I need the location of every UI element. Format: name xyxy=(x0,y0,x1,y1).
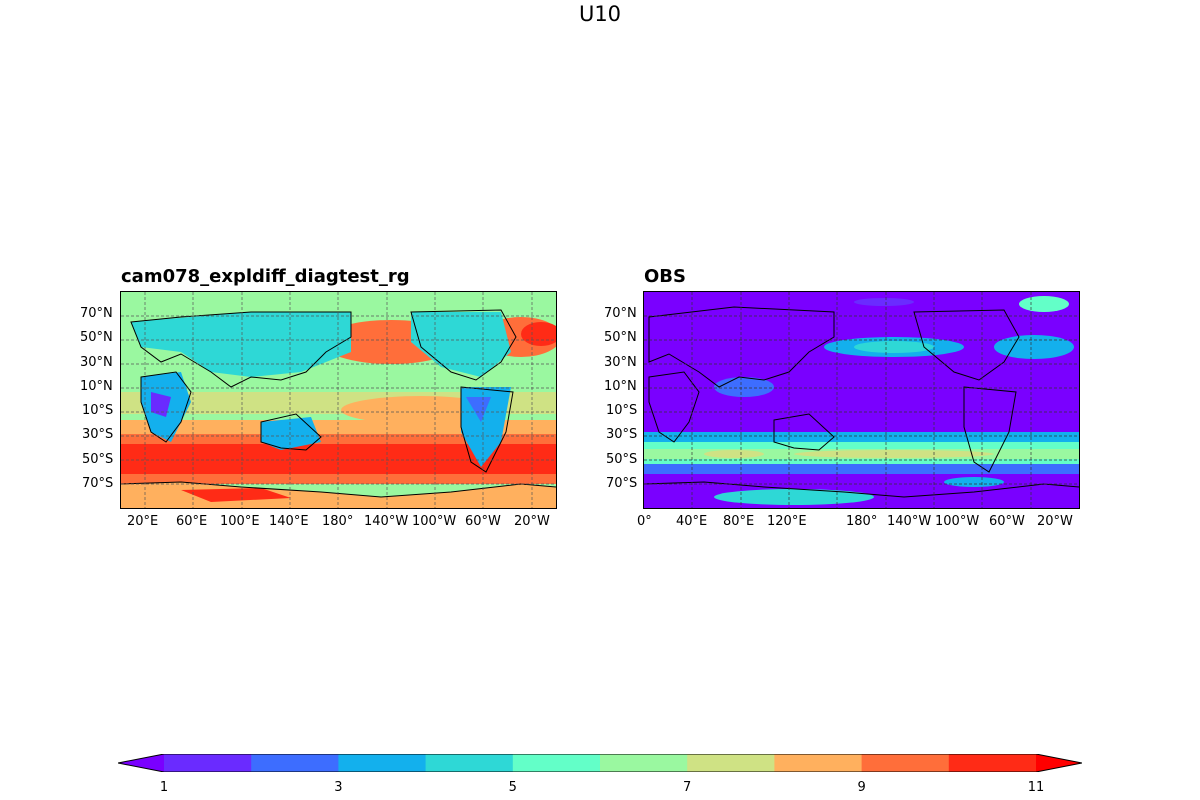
colorbar-tick-label: 9 xyxy=(857,780,866,795)
lon-tick: 60°E xyxy=(176,514,208,529)
lat-tick: 10°S xyxy=(82,403,114,418)
lon-tick: 20°W xyxy=(514,514,550,529)
figure-title: U10 xyxy=(578,2,622,26)
lat-tick: 30°S xyxy=(82,427,114,442)
lon-tick: 80°E xyxy=(723,514,755,529)
lat-tick: 50°N xyxy=(80,330,113,345)
colorbar xyxy=(118,754,1082,772)
panel-title-obs: OBS xyxy=(644,266,686,287)
lat-tick: 10°N xyxy=(604,379,637,394)
colorbar-tick-label: 3 xyxy=(334,780,343,795)
lon-tick: 0° xyxy=(637,514,652,529)
model-map xyxy=(120,291,557,509)
lon-tick: 140°E xyxy=(269,514,309,529)
lat-tick: 70°S xyxy=(606,476,638,491)
colorbar-segment xyxy=(164,754,252,772)
lon-tick: 60°W xyxy=(989,514,1025,529)
lon-tick: 100°E xyxy=(220,514,260,529)
lat-tick: 30°N xyxy=(604,355,637,370)
obs-map xyxy=(643,291,1080,509)
colorbar-over-extend xyxy=(1036,754,1082,772)
lat-tick: 50°S xyxy=(606,452,638,467)
colorbar-tick-label: 7 xyxy=(683,780,692,795)
colorbar-tick-label: 11 xyxy=(1027,780,1045,795)
colorbar-segment xyxy=(512,754,601,772)
colorbar-tick-label: 5 xyxy=(508,780,517,795)
lat-tick: 70°N xyxy=(80,306,113,321)
colorbar-segment xyxy=(425,754,514,772)
lon-tick: 140°W xyxy=(364,514,409,529)
lon-tick: 60°W xyxy=(465,514,501,529)
lat-tick: 10°S xyxy=(606,403,638,418)
panel-title-model: cam078_expldiff_diagtest_rg xyxy=(121,266,410,287)
colorbar-segment xyxy=(861,754,950,772)
colorbar-segment xyxy=(251,754,339,772)
lon-tick: 20°W xyxy=(1037,514,1073,529)
colorbar-segment xyxy=(338,754,427,772)
lat-tick: 30°N xyxy=(80,355,113,370)
lon-tick: 100°W xyxy=(412,514,457,529)
lon-tick: 180° xyxy=(846,514,878,529)
lat-tick: 50°S xyxy=(82,452,114,467)
lon-tick: 120°E xyxy=(767,514,807,529)
colorbar-segment xyxy=(948,754,1037,772)
lat-tick: 70°S xyxy=(82,476,114,491)
lon-tick: 180° xyxy=(322,514,354,529)
lon-tick: 20°E xyxy=(127,514,159,529)
lat-tick: 70°N xyxy=(604,306,637,321)
lat-tick: 50°N xyxy=(604,330,637,345)
colorbar-segment xyxy=(774,754,863,772)
colorbar-segment xyxy=(687,754,775,772)
colorbar-tick-label: 1 xyxy=(159,780,169,795)
colorbar-segment xyxy=(600,754,688,772)
lat-tick: 10°N xyxy=(80,379,113,394)
lat-tick: 30°S xyxy=(606,427,638,442)
lon-tick: 40°E xyxy=(676,514,708,529)
lon-tick: 140°W xyxy=(887,514,932,529)
colorbar-under-extend xyxy=(118,754,164,772)
lon-tick: 100°W xyxy=(935,514,980,529)
